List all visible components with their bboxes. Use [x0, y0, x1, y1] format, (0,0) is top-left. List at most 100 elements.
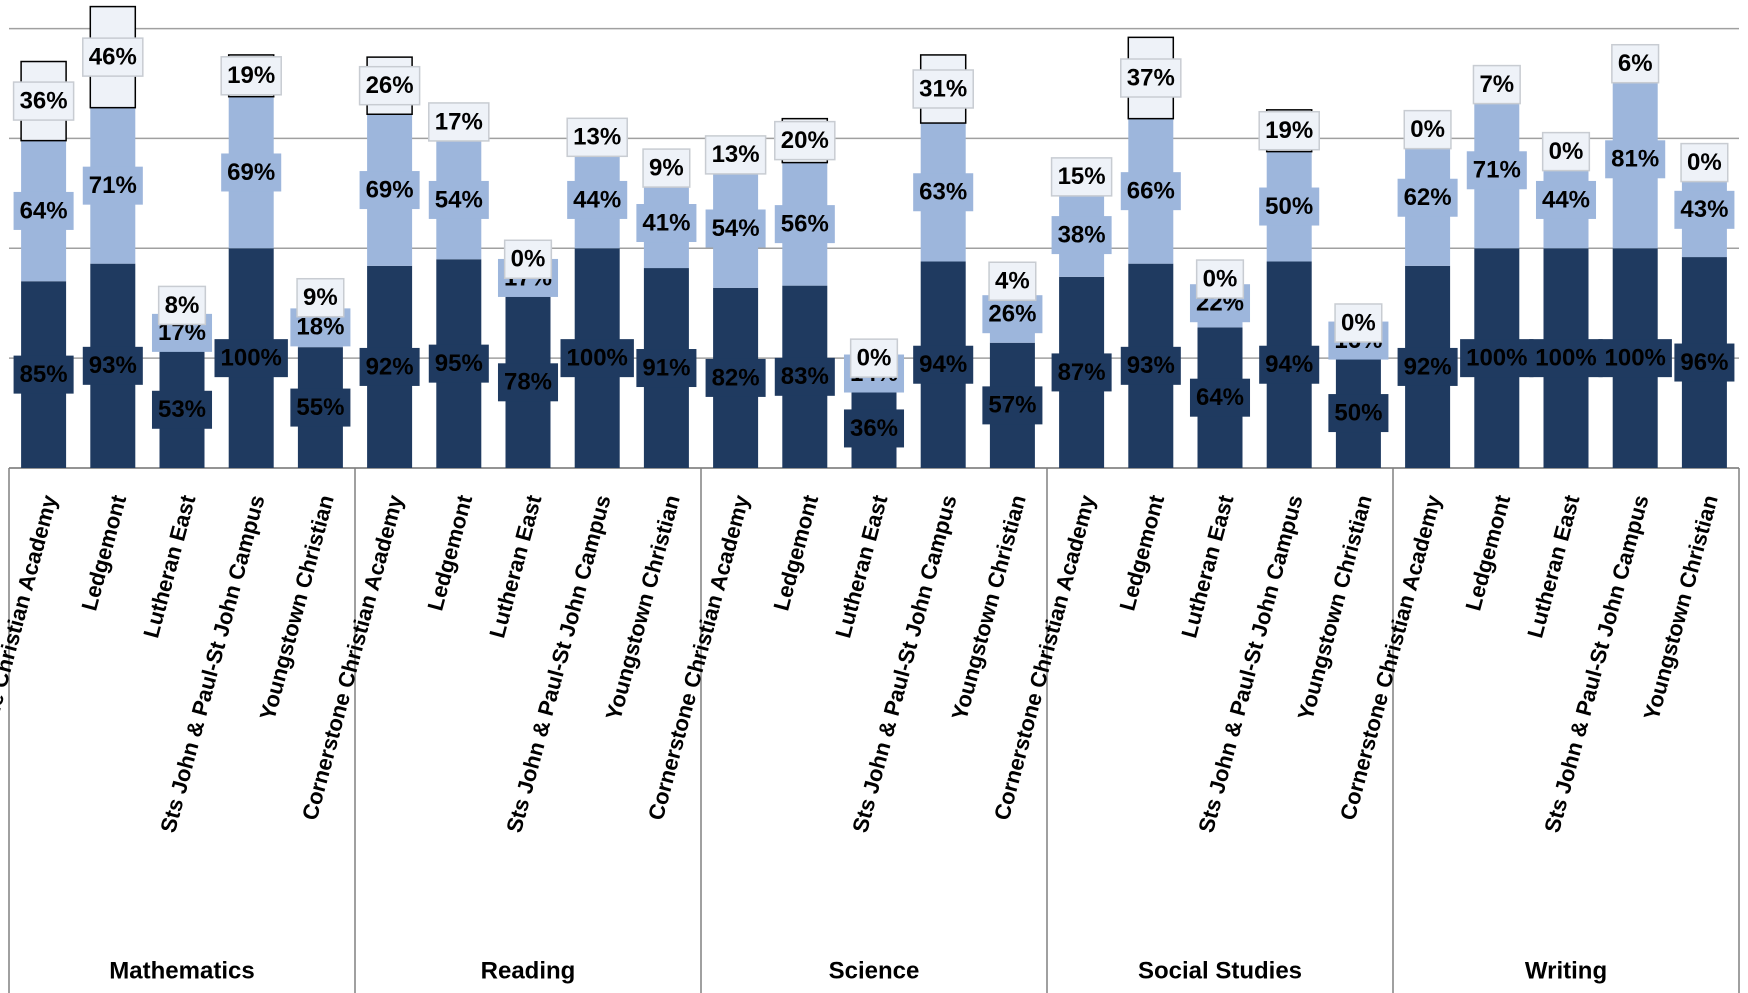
data-label-box [560, 339, 634, 378]
data-label: 53% [151, 390, 213, 429]
data-label-text: 15% [1058, 163, 1106, 190]
data-label-box [988, 261, 1037, 301]
data-label: 69% [359, 171, 420, 210]
x-tick-label: Lutheran East [484, 492, 546, 641]
data-label-text: 85% [20, 361, 68, 388]
data-label-text: 69% [227, 159, 275, 186]
data-label: 36% [843, 409, 905, 448]
data-label-text: 4% [995, 268, 1030, 295]
data-label-text: 93% [1127, 352, 1175, 379]
data-label-text: 44% [573, 186, 621, 213]
data-label: 17% [428, 102, 490, 142]
data-label-text: 100% [567, 344, 628, 371]
data-label-box [567, 180, 628, 219]
data-label: 78% [497, 363, 559, 402]
data-label-text: 100% [1605, 344, 1666, 371]
data-label-text: 94% [919, 351, 967, 378]
data-label-text: 0% [1410, 116, 1445, 143]
x-tick-label: Youngstown Christian [1639, 492, 1723, 722]
data-label-text: 83% [781, 363, 829, 390]
data-label-box [214, 339, 288, 378]
data-label-box [1611, 43, 1660, 84]
data-label-text: 41% [642, 209, 690, 236]
data-label: 54% [428, 180, 489, 219]
data-label: 57% [982, 386, 1043, 425]
data-label-text: 7% [1479, 71, 1514, 98]
data-label-text: 13% [573, 124, 621, 151]
data-label: 100% [560, 339, 634, 378]
data-label: 0% [1680, 142, 1729, 183]
data-label-box [1472, 64, 1521, 105]
data-label-text: 37% [1127, 64, 1175, 91]
data-label-text: 19% [1265, 117, 1313, 144]
data-label-text: 0% [1687, 149, 1722, 176]
data-label-box [1050, 157, 1113, 197]
data-label-box [82, 166, 143, 205]
x-tick-label: Lutheran East [1176, 492, 1238, 641]
data-label-text: 54% [435, 186, 483, 213]
data-label-box [704, 135, 767, 175]
data-label-text: 81% [1611, 146, 1659, 173]
data-label: 100% [1529, 339, 1603, 378]
data-label-box [13, 355, 74, 394]
data-label-box [849, 338, 899, 378]
data-label-box [157, 285, 207, 326]
data-label: 44% [567, 180, 628, 219]
data-label-box [1051, 353, 1112, 392]
data-label-box [290, 388, 351, 427]
data-label-box [1598, 339, 1672, 378]
data-label-text: 96% [1680, 349, 1728, 376]
group-label: Mathematics [109, 957, 254, 984]
data-label: 63% [913, 173, 974, 212]
data-label-text: 31% [919, 75, 967, 102]
data-label-box [82, 346, 143, 385]
x-tick-label: Youngstown Christian [947, 492, 1031, 722]
data-label-text: 13% [712, 141, 760, 168]
data-label: 38% [1051, 216, 1112, 255]
data-label-text: 50% [1334, 399, 1382, 426]
data-label-text: 43% [1680, 196, 1728, 223]
data-label: 0% [1541, 131, 1591, 172]
data-label-box [1051, 216, 1112, 255]
data-label: 91% [636, 349, 697, 388]
data-label-text: 92% [366, 353, 414, 380]
data-label-box [774, 120, 836, 161]
data-label: 93% [82, 346, 143, 385]
data-label: 55% [290, 388, 351, 427]
data-label-text: 0% [1549, 138, 1584, 165]
data-label-text: 46% [89, 43, 137, 70]
data-label-text: 26% [366, 72, 414, 99]
data-label-box [1541, 131, 1591, 172]
x-tick-label: Ledgemont [76, 492, 131, 614]
data-label-box [642, 148, 691, 188]
data-label-box [428, 102, 490, 142]
data-label-box [1466, 151, 1527, 190]
data-label-text: 54% [712, 215, 760, 242]
data-label: 7% [1472, 64, 1521, 105]
data-label: 56% [774, 205, 835, 244]
data-label-box [12, 81, 75, 121]
data-label-box [1258, 110, 1320, 151]
data-label: 71% [1466, 151, 1527, 190]
data-label: 100% [214, 339, 288, 378]
x-tick-label: Ledgemont [1114, 492, 1169, 614]
data-label-box [358, 65, 421, 106]
data-label: 4% [988, 261, 1037, 301]
data-label-box [1460, 339, 1534, 378]
data-label-box [359, 347, 420, 386]
data-label: 50% [1259, 187, 1320, 226]
data-label: 46% [82, 37, 144, 77]
data-label: 31% [912, 69, 974, 109]
x-tick-label: Ledgemont [1460, 492, 1515, 614]
data-label-text: 94% [1265, 351, 1313, 378]
data-label-text: 6% [1618, 50, 1653, 77]
data-label-text: 9% [649, 154, 684, 181]
data-label-box [982, 295, 1043, 334]
data-label-text: 50% [1265, 193, 1313, 220]
x-tick-label: Ledgemont [422, 492, 477, 614]
data-label-box [1403, 109, 1452, 150]
data-label-text: 78% [504, 369, 552, 396]
data-label-text: 63% [919, 179, 967, 206]
data-label-text: 91% [642, 354, 690, 381]
